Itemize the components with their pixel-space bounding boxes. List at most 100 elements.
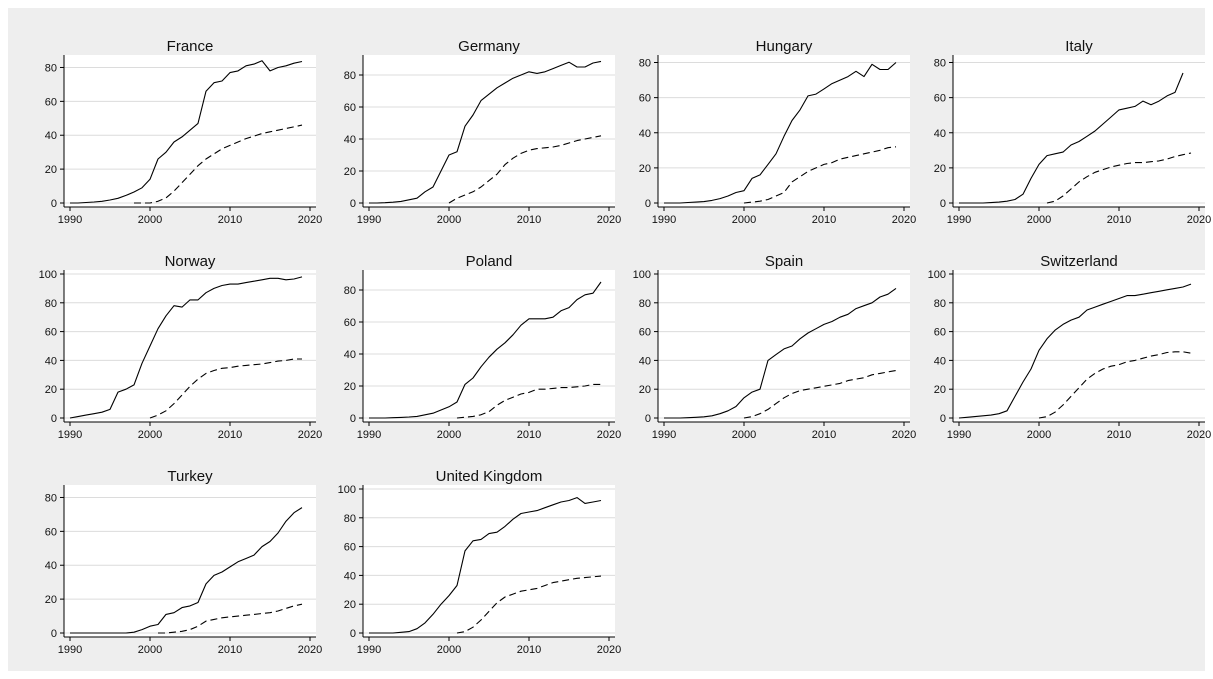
series-line-dashed bbox=[743, 146, 897, 204]
y-tick-label: 100 bbox=[633, 269, 651, 281]
y-tick-label: 20 bbox=[344, 381, 356, 393]
chart-panel: 0 20 40 60 80 100 1990 2000 2010 2020 Norway bbox=[39, 253, 323, 441]
series-line-solid bbox=[664, 62, 897, 204]
x-tick-label: 2010 bbox=[218, 644, 242, 656]
y-tick-label: 60 bbox=[45, 327, 57, 339]
y-tick-label: 20 bbox=[639, 163, 651, 175]
x-tick-label: 2010 bbox=[517, 429, 541, 441]
y-tick-label: 60 bbox=[344, 102, 356, 114]
plot-area bbox=[363, 485, 615, 637]
y-tick-label: 60 bbox=[45, 526, 57, 538]
x-tick-label: 2020 bbox=[597, 429, 621, 441]
chart-title: Germany bbox=[458, 38, 520, 55]
chart-title: Spain bbox=[765, 253, 803, 270]
series-line-dashed bbox=[448, 135, 602, 204]
y-tick-label: 20 bbox=[45, 164, 57, 176]
x-tick-label: 2000 bbox=[732, 214, 756, 226]
y-tick-label: 60 bbox=[934, 327, 946, 339]
y-tick-label: 60 bbox=[344, 317, 356, 329]
y-tick-label: 60 bbox=[344, 542, 356, 554]
series-line-dashed bbox=[456, 383, 601, 419]
y-tick-label: 80 bbox=[45, 298, 57, 310]
y-tick-label: 40 bbox=[639, 355, 651, 367]
y-tick-label: 20 bbox=[45, 384, 57, 396]
y-tick-label: 40 bbox=[934, 128, 946, 140]
x-tick-label: 2020 bbox=[298, 214, 322, 226]
x-tick-label: 2020 bbox=[298, 429, 322, 441]
x-tick-label: 2010 bbox=[1107, 214, 1131, 226]
x-tick-label: 1990 bbox=[652, 429, 676, 441]
series-line-dashed bbox=[158, 603, 303, 634]
x-tick-label: 1990 bbox=[357, 644, 381, 656]
series-line-dashed bbox=[134, 124, 303, 204]
y-tick-label: 80 bbox=[45, 62, 57, 74]
x-tick-label: 2010 bbox=[517, 214, 541, 226]
y-tick-label: 60 bbox=[45, 96, 57, 108]
series-line-solid bbox=[70, 60, 303, 204]
x-tick-label: 1990 bbox=[58, 214, 82, 226]
series-line-solid bbox=[958, 283, 1192, 419]
y-tick-label: 0 bbox=[51, 198, 57, 210]
y-tick-label: 40 bbox=[344, 570, 356, 582]
x-tick-label: 2000 bbox=[138, 429, 162, 441]
x-tick-label: 2000 bbox=[138, 214, 162, 226]
plot-area bbox=[658, 270, 910, 422]
series-line-solid bbox=[664, 287, 897, 419]
x-tick-label: 2020 bbox=[597, 644, 621, 656]
y-tick-label: 40 bbox=[639, 128, 651, 140]
y-tick-label: 80 bbox=[934, 298, 946, 310]
x-tick-label: 2010 bbox=[517, 644, 541, 656]
x-tick-label: 2020 bbox=[892, 214, 916, 226]
y-tick-label: 80 bbox=[344, 513, 356, 525]
series-line-solid bbox=[959, 72, 1184, 204]
y-tick-label: 0 bbox=[350, 198, 356, 210]
chart-panel: 0 20 40 60 80 1990 2000 2010 2020 France bbox=[45, 38, 322, 226]
series-line-solid bbox=[70, 507, 303, 634]
y-tick-label: 40 bbox=[45, 560, 57, 572]
y-tick-label: 40 bbox=[45, 355, 57, 367]
x-tick-label: 2010 bbox=[218, 429, 242, 441]
chart-title: Italy bbox=[1065, 38, 1093, 55]
x-tick-label: 1990 bbox=[357, 429, 381, 441]
plot-area bbox=[64, 270, 316, 422]
y-tick-label: 20 bbox=[639, 384, 651, 396]
y-tick-label: 80 bbox=[639, 298, 651, 310]
x-tick-label: 2000 bbox=[437, 644, 461, 656]
x-tick-label: 2020 bbox=[1187, 214, 1211, 226]
plot-area bbox=[953, 55, 1205, 207]
chart-panel: 0 20 40 60 80 1990 2000 2010 2020 Poland bbox=[344, 253, 621, 441]
y-tick-label: 0 bbox=[645, 198, 651, 210]
chart-panel: 0 20 40 60 80 1990 2000 2010 2020 Italy bbox=[934, 38, 1211, 226]
chart-title: Poland bbox=[466, 253, 513, 270]
y-tick-label: 20 bbox=[934, 163, 946, 175]
plot-area bbox=[658, 55, 910, 207]
chart-title: United Kingdom bbox=[436, 468, 543, 485]
y-tick-label: 100 bbox=[928, 269, 946, 281]
chart-title: Switzerland bbox=[1040, 253, 1118, 270]
y-tick-label: 80 bbox=[344, 285, 356, 297]
x-tick-label: 1990 bbox=[652, 214, 676, 226]
y-tick-label: 80 bbox=[344, 70, 356, 82]
x-tick-label: 1990 bbox=[58, 644, 82, 656]
x-tick-label: 2020 bbox=[298, 644, 322, 656]
y-tick-label: 0 bbox=[51, 413, 57, 425]
y-tick-label: 60 bbox=[934, 93, 946, 105]
y-tick-label: 40 bbox=[344, 349, 356, 361]
y-tick-label: 20 bbox=[934, 384, 946, 396]
y-tick-label: 20 bbox=[344, 599, 356, 611]
y-tick-label: 100 bbox=[39, 269, 57, 281]
series-line-solid bbox=[69, 276, 303, 419]
chart-panel: 0 20 40 60 80 100 1990 2000 2010 2020 Spain bbox=[633, 253, 917, 441]
x-tick-label: 1990 bbox=[947, 429, 971, 441]
x-tick-label: 2020 bbox=[597, 214, 621, 226]
plot-area bbox=[363, 55, 615, 207]
chart-panel: 0 20 40 60 80 1990 2000 2010 2020 Turkey bbox=[45, 468, 322, 656]
y-tick-label: 0 bbox=[940, 413, 946, 425]
x-tick-label: 1990 bbox=[947, 214, 971, 226]
chart-panel: 0 20 40 60 80 100 1990 2000 2010 2020 Switzerland bbox=[928, 253, 1212, 441]
y-tick-label: 80 bbox=[639, 58, 651, 70]
y-tick-label: 60 bbox=[639, 93, 651, 105]
chart-panel: 0 20 40 60 80 100 1990 2000 2010 2020 United Kingd… bbox=[338, 468, 622, 656]
y-tick-label: 60 bbox=[639, 327, 651, 339]
